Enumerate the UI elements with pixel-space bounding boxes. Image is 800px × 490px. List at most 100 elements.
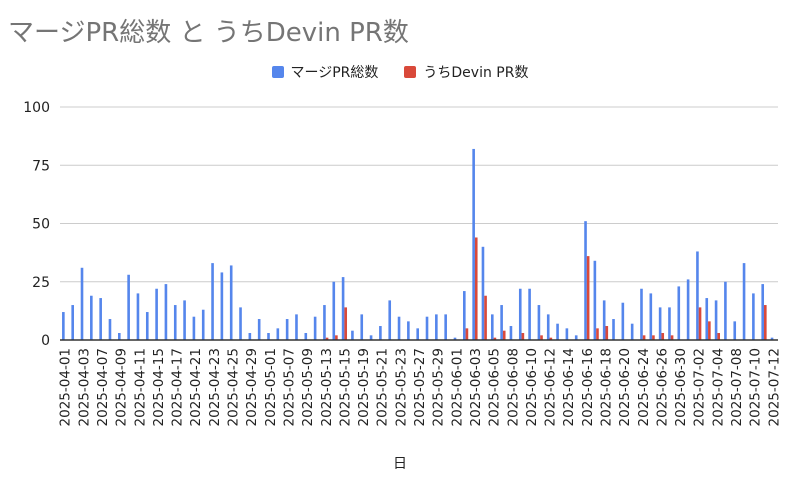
x-tick-label: 2025-05-01 xyxy=(263,348,279,426)
bar-total xyxy=(733,321,737,340)
bar-total xyxy=(239,307,242,340)
bar-devin xyxy=(502,330,506,340)
x-tick-label: 2025-06-03 xyxy=(468,348,484,426)
bar-total xyxy=(770,337,774,340)
bar-devin xyxy=(652,335,655,340)
bar-total xyxy=(761,284,765,340)
legend-item-devin[interactable]: うちDevin PR数 xyxy=(404,62,528,82)
x-tick-label: 2025-06-01 xyxy=(449,348,465,426)
bar-total xyxy=(379,326,382,340)
bar-total xyxy=(425,316,429,340)
bar-devin xyxy=(642,335,646,340)
x-tick-label: 2025-07-10 xyxy=(748,348,764,426)
x-tick-label: 2025-06-30 xyxy=(673,348,689,426)
x-tick-label: 2025-07-08 xyxy=(729,348,745,426)
bar-total xyxy=(509,326,513,340)
x-tick-label: 2025-06-05 xyxy=(487,348,503,426)
bar-total xyxy=(211,263,214,340)
bar-devin xyxy=(586,256,590,340)
bar-total xyxy=(351,330,354,340)
bar-total xyxy=(574,335,578,340)
bar-total xyxy=(444,314,447,340)
bar-total xyxy=(453,337,457,340)
bar-total xyxy=(677,286,681,340)
bar-total xyxy=(705,298,709,340)
x-tick-label: 2025-05-27 xyxy=(412,348,428,426)
bar-total xyxy=(285,319,289,340)
bar-total xyxy=(481,246,485,340)
x-tick-label: 2025-04-17 xyxy=(170,348,186,426)
bar-total xyxy=(724,281,727,340)
bar-total xyxy=(332,281,336,340)
bar-total xyxy=(145,312,149,340)
x-tick-label: 2025-04-03 xyxy=(76,348,92,426)
x-tick-label: 2025-04-11 xyxy=(132,348,148,426)
x-tick-label: 2025-06-16 xyxy=(580,348,596,426)
bar-devin xyxy=(521,333,525,340)
y-tick-label: 100 xyxy=(23,100,50,116)
bar-total xyxy=(630,323,634,340)
bar-total xyxy=(565,328,569,340)
bar-devin xyxy=(484,295,487,340)
bar-total xyxy=(304,333,308,340)
bar-total xyxy=(257,319,261,340)
legend-label-total: マージPR総数 xyxy=(290,65,379,81)
bar-total xyxy=(118,333,121,340)
x-tick-label: 2025-04-23 xyxy=(207,348,223,426)
x-tick-label: 2025-04-21 xyxy=(188,348,204,426)
bar-devin xyxy=(344,307,348,340)
legend-label-devin: うちDevin PR数 xyxy=(423,65,529,81)
x-tick-label: 2025-07-12 xyxy=(766,348,782,426)
bar-total xyxy=(407,321,410,340)
bar-devin xyxy=(605,326,609,340)
y-tick-label: 75 xyxy=(32,158,50,174)
legend-item-total[interactable]: マージPR総数 xyxy=(271,62,379,82)
y-tick-label: 50 xyxy=(32,217,50,233)
bar-devin xyxy=(717,333,720,340)
bar-total xyxy=(490,314,494,340)
bar-total xyxy=(518,288,522,340)
x-tick-label: 2025-06-24 xyxy=(636,348,652,426)
x-tick-label: 2025-06-14 xyxy=(561,348,577,426)
bar-total xyxy=(155,288,158,340)
bar-total xyxy=(369,335,373,340)
bar-total xyxy=(556,323,559,340)
bar-total xyxy=(388,300,392,340)
bar-total xyxy=(183,300,186,340)
bar-total xyxy=(463,291,466,340)
bar-total xyxy=(742,263,746,340)
bar-total xyxy=(108,319,112,340)
bar-devin xyxy=(549,337,553,340)
bar-total xyxy=(546,314,550,340)
x-tick-label: 2025-04-29 xyxy=(244,348,260,426)
bar-total xyxy=(164,284,168,340)
bar-total xyxy=(173,305,177,340)
bar-total xyxy=(686,279,690,340)
bar-total xyxy=(99,298,102,340)
bar-total xyxy=(668,307,671,340)
bar-total xyxy=(752,293,755,340)
x-axis-label: 日 xyxy=(393,456,407,472)
bar-total xyxy=(341,277,345,340)
bar-devin xyxy=(540,335,543,340)
x-tick-label: 2025-05-23 xyxy=(393,348,409,426)
bar-total xyxy=(267,333,270,340)
x-tick-label: 2025-06-10 xyxy=(524,348,540,426)
x-tick-label: 2025-07-04 xyxy=(710,348,726,426)
x-tick-label: 2025-04-07 xyxy=(95,348,111,426)
bar-total xyxy=(127,274,130,340)
bar-total xyxy=(220,272,224,340)
bar-devin xyxy=(325,337,329,340)
bar-total xyxy=(276,328,280,340)
bar-devin xyxy=(708,321,711,340)
x-tick-label: 2025-04-25 xyxy=(226,348,242,426)
bar-total xyxy=(714,300,718,340)
x-tick-label: 2025-06-18 xyxy=(598,348,614,426)
bar-devin xyxy=(764,305,767,340)
bar-total xyxy=(323,305,326,340)
bar-devin xyxy=(335,335,338,340)
chart-legend: マージPR総数 うちDevin PR数 xyxy=(0,62,800,82)
bar-total xyxy=(435,314,438,340)
bar-total xyxy=(612,319,615,340)
